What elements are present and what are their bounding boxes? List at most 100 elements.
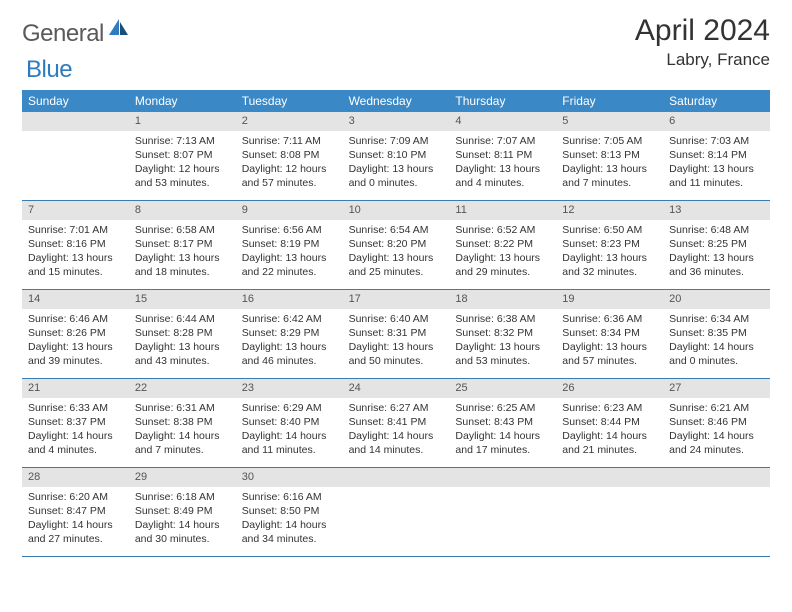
daylight-line: Daylight: 13 hours and 43 minutes.: [135, 340, 230, 368]
day-cell: 29Sunrise: 6:18 AMSunset: 8:49 PMDayligh…: [129, 468, 236, 556]
sunrise-line: Sunrise: 6:54 AM: [349, 223, 444, 237]
day-cell: 11Sunrise: 6:52 AMSunset: 8:22 PMDayligh…: [449, 201, 556, 289]
day-number: 18: [449, 290, 556, 309]
day-content: Sunrise: 6:52 AMSunset: 8:22 PMDaylight:…: [449, 220, 556, 284]
daylight-line: Daylight: 13 hours and 29 minutes.: [455, 251, 550, 279]
logo-sail-icon: [108, 17, 130, 42]
day-cell: 5Sunrise: 7:05 AMSunset: 8:13 PMDaylight…: [556, 112, 663, 200]
sunset-line: Sunset: 8:07 PM: [135, 148, 230, 162]
day-number: 5: [556, 112, 663, 131]
sunrise-line: Sunrise: 6:21 AM: [669, 401, 764, 415]
sunset-line: Sunset: 8:22 PM: [455, 237, 550, 251]
day-cell-empty: [556, 468, 663, 556]
day-number: 19: [556, 290, 663, 309]
day-number: 17: [343, 290, 450, 309]
daylight-line: Daylight: 12 hours and 53 minutes.: [135, 162, 230, 190]
weekday-header: Saturday: [663, 90, 770, 112]
day-number: 29: [129, 468, 236, 487]
sunrise-line: Sunrise: 6:36 AM: [562, 312, 657, 326]
day-number: 9: [236, 201, 343, 220]
sunrise-line: Sunrise: 6:40 AM: [349, 312, 444, 326]
daylight-line: Daylight: 13 hours and 7 minutes.: [562, 162, 657, 190]
day-number: 25: [449, 379, 556, 398]
day-cell: 15Sunrise: 6:44 AMSunset: 8:28 PMDayligh…: [129, 290, 236, 378]
day-cell: 30Sunrise: 6:16 AMSunset: 8:50 PMDayligh…: [236, 468, 343, 556]
logo: General: [22, 20, 132, 48]
logo-text-general: General: [22, 20, 104, 48]
sunrise-line: Sunrise: 7:13 AM: [135, 134, 230, 148]
week-row: 14Sunrise: 6:46 AMSunset: 8:26 PMDayligh…: [22, 290, 770, 379]
day-content: Sunrise: 6:56 AMSunset: 8:19 PMDaylight:…: [236, 220, 343, 284]
day-number: 22: [129, 379, 236, 398]
day-cell-empty: [449, 468, 556, 556]
day-number: 2: [236, 112, 343, 131]
sunrise-line: Sunrise: 6:52 AM: [455, 223, 550, 237]
day-number: 13: [663, 201, 770, 220]
day-content: Sunrise: 7:05 AMSunset: 8:13 PMDaylight:…: [556, 131, 663, 195]
daylight-line: Daylight: 14 hours and 17 minutes.: [455, 429, 550, 457]
day-number: 30: [236, 468, 343, 487]
sunset-line: Sunset: 8:41 PM: [349, 415, 444, 429]
day-cell: 2Sunrise: 7:11 AMSunset: 8:08 PMDaylight…: [236, 112, 343, 200]
sunrise-line: Sunrise: 6:56 AM: [242, 223, 337, 237]
day-content: Sunrise: 6:34 AMSunset: 8:35 PMDaylight:…: [663, 309, 770, 373]
location: Labry, France: [635, 50, 770, 70]
sunset-line: Sunset: 8:43 PM: [455, 415, 550, 429]
day-content: Sunrise: 6:50 AMSunset: 8:23 PMDaylight:…: [556, 220, 663, 284]
day-content: Sunrise: 6:21 AMSunset: 8:46 PMDaylight:…: [663, 398, 770, 462]
daylight-line: Daylight: 14 hours and 0 minutes.: [669, 340, 764, 368]
day-cell: 13Sunrise: 6:48 AMSunset: 8:25 PMDayligh…: [663, 201, 770, 289]
day-cell-empty: [343, 468, 450, 556]
day-content: Sunrise: 6:33 AMSunset: 8:37 PMDaylight:…: [22, 398, 129, 462]
sunrise-line: Sunrise: 6:23 AM: [562, 401, 657, 415]
daylight-line: Daylight: 12 hours and 57 minutes.: [242, 162, 337, 190]
calendar-grid: SundayMondayTuesdayWednesdayThursdayFrid…: [22, 90, 770, 557]
daylight-line: Daylight: 13 hours and 4 minutes.: [455, 162, 550, 190]
day-number: [22, 112, 129, 131]
day-cell: 3Sunrise: 7:09 AMSunset: 8:10 PMDaylight…: [343, 112, 450, 200]
daylight-line: Daylight: 14 hours and 11 minutes.: [242, 429, 337, 457]
daylight-line: Daylight: 14 hours and 34 minutes.: [242, 518, 337, 546]
day-cell: 21Sunrise: 6:33 AMSunset: 8:37 PMDayligh…: [22, 379, 129, 467]
daylight-line: Daylight: 13 hours and 53 minutes.: [455, 340, 550, 368]
day-number: 12: [556, 201, 663, 220]
daylight-line: Daylight: 14 hours and 7 minutes.: [135, 429, 230, 457]
day-number: 4: [449, 112, 556, 131]
day-number: 23: [236, 379, 343, 398]
daylight-line: Daylight: 14 hours and 21 minutes.: [562, 429, 657, 457]
sunrise-line: Sunrise: 6:44 AM: [135, 312, 230, 326]
weekday-header-row: SundayMondayTuesdayWednesdayThursdayFrid…: [22, 90, 770, 112]
daylight-line: Daylight: 13 hours and 46 minutes.: [242, 340, 337, 368]
day-content: Sunrise: 6:16 AMSunset: 8:50 PMDaylight:…: [236, 487, 343, 551]
day-number: 24: [343, 379, 450, 398]
day-content: Sunrise: 6:29 AMSunset: 8:40 PMDaylight:…: [236, 398, 343, 462]
week-row: 1Sunrise: 7:13 AMSunset: 8:07 PMDaylight…: [22, 112, 770, 201]
sunset-line: Sunset: 8:16 PM: [28, 237, 123, 251]
sunrise-line: Sunrise: 6:29 AM: [242, 401, 337, 415]
day-content: Sunrise: 7:13 AMSunset: 8:07 PMDaylight:…: [129, 131, 236, 195]
daylight-line: Daylight: 13 hours and 39 minutes.: [28, 340, 123, 368]
sunset-line: Sunset: 8:23 PM: [562, 237, 657, 251]
title-block: April 2024 Labry, France: [635, 14, 770, 70]
day-cell: 9Sunrise: 6:56 AMSunset: 8:19 PMDaylight…: [236, 201, 343, 289]
day-content: Sunrise: 6:42 AMSunset: 8:29 PMDaylight:…: [236, 309, 343, 373]
weekday-header: Wednesday: [343, 90, 450, 112]
daylight-line: Daylight: 13 hours and 0 minutes.: [349, 162, 444, 190]
daylight-line: Daylight: 14 hours and 30 minutes.: [135, 518, 230, 546]
sunset-line: Sunset: 8:29 PM: [242, 326, 337, 340]
daylight-line: Daylight: 13 hours and 11 minutes.: [669, 162, 764, 190]
sunset-line: Sunset: 8:47 PM: [28, 504, 123, 518]
day-cell: 7Sunrise: 7:01 AMSunset: 8:16 PMDaylight…: [22, 201, 129, 289]
sunrise-line: Sunrise: 6:25 AM: [455, 401, 550, 415]
day-cell: 1Sunrise: 7:13 AMSunset: 8:07 PMDaylight…: [129, 112, 236, 200]
sunrise-line: Sunrise: 7:11 AM: [242, 134, 337, 148]
daylight-line: Daylight: 14 hours and 24 minutes.: [669, 429, 764, 457]
day-content: Sunrise: 6:54 AMSunset: 8:20 PMDaylight:…: [343, 220, 450, 284]
day-content: Sunrise: 6:18 AMSunset: 8:49 PMDaylight:…: [129, 487, 236, 551]
day-number: [343, 468, 450, 487]
day-content: Sunrise: 7:03 AMSunset: 8:14 PMDaylight:…: [663, 131, 770, 195]
daylight-line: Daylight: 14 hours and 27 minutes.: [28, 518, 123, 546]
week-row: 28Sunrise: 6:20 AMSunset: 8:47 PMDayligh…: [22, 468, 770, 557]
week-row: 7Sunrise: 7:01 AMSunset: 8:16 PMDaylight…: [22, 201, 770, 290]
sunset-line: Sunset: 8:31 PM: [349, 326, 444, 340]
